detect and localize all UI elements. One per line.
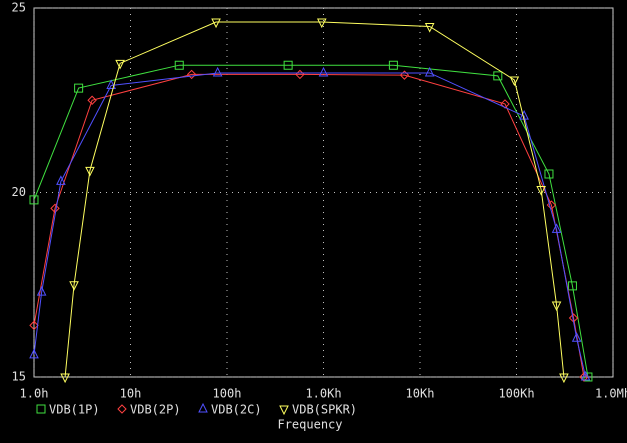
x-axis-label: Frequency xyxy=(277,418,342,432)
data-marker xyxy=(509,76,520,87)
data-marker xyxy=(399,70,410,80)
x-tick-label: 10h xyxy=(120,387,142,401)
series-line xyxy=(34,64,589,377)
x-tick-label: 1.0Mh xyxy=(595,387,627,401)
data-marker xyxy=(50,203,60,214)
data-marker xyxy=(186,69,197,80)
data-marker xyxy=(536,186,546,196)
series-line xyxy=(34,73,585,377)
data-marker xyxy=(316,18,327,29)
data-marker xyxy=(567,281,577,291)
data-marker xyxy=(211,18,221,29)
data-marker xyxy=(69,281,79,291)
data-marker xyxy=(388,60,398,70)
legend-label: VDB(2C) xyxy=(211,403,262,417)
data-marker xyxy=(212,66,223,77)
data-marker xyxy=(571,332,582,342)
x-tick-label: 1.0h xyxy=(20,387,49,401)
legend-label: VDB(SPKR) xyxy=(292,403,357,417)
legend-label: VDB(1P) xyxy=(49,403,100,417)
data-marker xyxy=(551,223,562,233)
data-marker xyxy=(579,372,589,382)
series-line xyxy=(64,21,565,377)
data-marker xyxy=(424,22,435,33)
data-marker xyxy=(56,175,66,185)
y-tick-label: 15 xyxy=(12,370,26,384)
data-marker xyxy=(87,95,97,105)
data-marker xyxy=(74,83,84,93)
legend-marker xyxy=(117,404,127,414)
x-tick-label: 100h xyxy=(213,387,242,401)
data-marker xyxy=(29,348,39,359)
data-marker xyxy=(174,60,184,70)
data-marker xyxy=(493,71,503,81)
legend-label: VDB(2P) xyxy=(130,403,181,417)
data-marker xyxy=(551,301,562,312)
data-marker xyxy=(29,195,39,205)
data-marker xyxy=(424,66,435,77)
legend-marker xyxy=(36,404,46,414)
data-marker xyxy=(85,166,95,177)
data-marker xyxy=(115,59,125,70)
legend-marker xyxy=(279,405,289,416)
data-marker xyxy=(580,370,591,381)
series-line xyxy=(34,72,587,377)
data-marker xyxy=(106,79,116,89)
data-marker xyxy=(544,169,554,179)
data-marker xyxy=(29,320,39,331)
data-marker xyxy=(283,60,293,70)
data-marker xyxy=(583,372,593,382)
legend-marker xyxy=(198,402,208,413)
x-tick-label: 10Kh xyxy=(406,387,435,401)
data-marker xyxy=(36,286,47,296)
data-marker xyxy=(60,373,70,384)
y-tick-label: 20 xyxy=(12,185,26,199)
data-marker xyxy=(318,66,329,77)
x-tick-label: 1.0Kh xyxy=(305,387,341,401)
data-marker xyxy=(500,99,510,109)
y-tick-label: 25 xyxy=(12,1,26,15)
x-tick-label: 100Kh xyxy=(498,387,534,401)
data-marker xyxy=(559,373,569,384)
